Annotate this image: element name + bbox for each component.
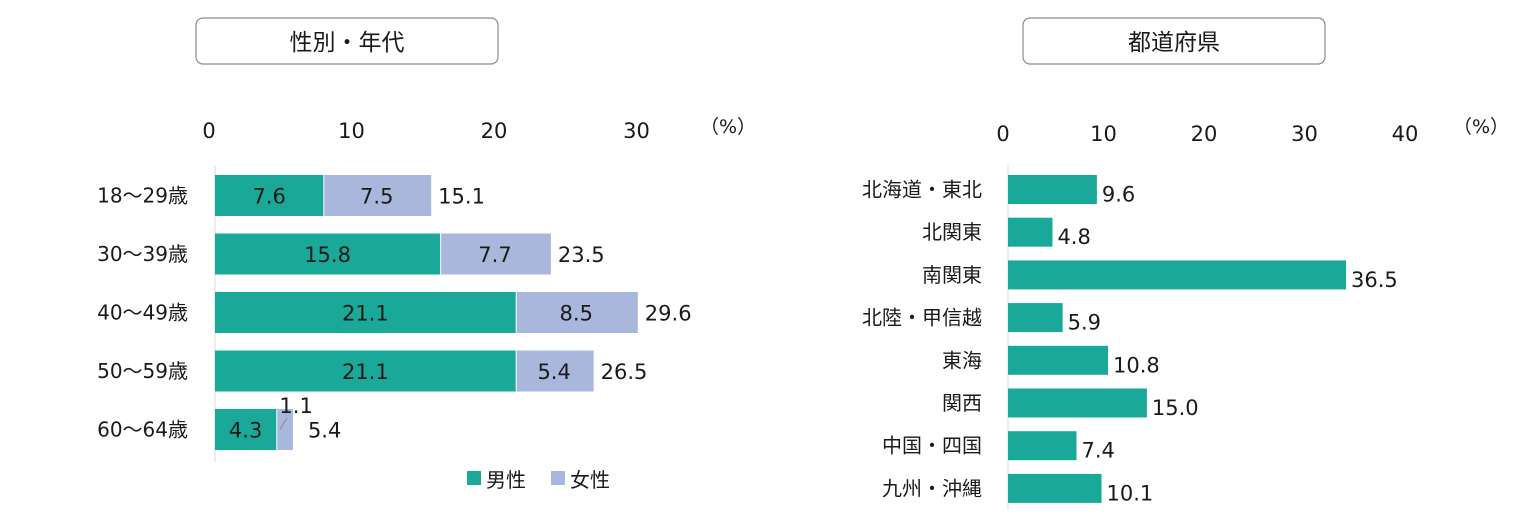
left-x-tick-label: 10 xyxy=(338,119,365,143)
right-x-tick-label: 40 xyxy=(1392,122,1419,146)
left-category-label: 18～29歳 xyxy=(97,184,188,208)
left-unit-label: （%） xyxy=(700,116,756,138)
right-category-label: 北海道・東北 xyxy=(862,178,982,202)
leader-line xyxy=(279,417,288,430)
left-x-tick-label: 0 xyxy=(202,119,215,143)
left-chart-panel: 性別・年代 （%） 0 10 20 30 18～29歳 7.6 7.5 15.1 30～39歳… xyxy=(97,17,756,492)
bar-male-label: 21.1 xyxy=(342,302,389,326)
legend: 男性 女性 xyxy=(467,468,610,492)
bar-male-label: 7.6 xyxy=(252,185,285,209)
right-x-tick-label: 10 xyxy=(1090,122,1117,146)
right-chart-title: 都道府県 xyxy=(1128,30,1220,56)
left-category-label: 50～59歳 xyxy=(97,359,188,383)
bar xyxy=(1008,473,1102,503)
right-x-tick-label: 20 xyxy=(1191,122,1218,146)
bar xyxy=(1008,217,1053,247)
bar xyxy=(1008,388,1147,418)
bar-male xyxy=(215,175,324,216)
bar xyxy=(1008,260,1346,290)
bar-male xyxy=(215,233,441,275)
bar-total-label: 29.6 xyxy=(645,302,692,326)
bar-female-label: 1.1 xyxy=(279,394,312,418)
bar-male xyxy=(215,409,277,450)
right-title-box xyxy=(1022,17,1326,65)
right-unit-label: （%） xyxy=(1453,116,1509,138)
left-category-label: 30～39歳 xyxy=(97,242,188,266)
legend-label-female: 女性 xyxy=(570,468,610,492)
legend-swatch-female xyxy=(551,471,565,485)
bar xyxy=(1008,303,1063,333)
left-category-label: 60～64歳 xyxy=(97,418,188,442)
bar-male xyxy=(215,292,516,333)
bar-value-label: 4.8 xyxy=(1057,225,1090,249)
bar xyxy=(1008,431,1077,461)
bar-male-label: 15.8 xyxy=(304,243,351,267)
bar-value-label: 36.5 xyxy=(1351,268,1398,292)
bar-male-label: 21.1 xyxy=(342,360,389,384)
left-chart-title: 性別・年代 xyxy=(290,30,405,56)
left-category-label: 40～49歳 xyxy=(97,301,188,325)
bar-female xyxy=(324,175,432,216)
bar-female-label: 8.5 xyxy=(560,302,593,326)
right-category-label: 南関東 xyxy=(922,263,982,287)
bar-total-label: 26.5 xyxy=(601,360,648,384)
bar-value-label: 10.8 xyxy=(1113,353,1160,377)
bar-male-label: 4.3 xyxy=(229,419,262,443)
bar-male xyxy=(215,350,516,392)
right-category-label: 九州・沖縄 xyxy=(882,476,982,500)
bar-value-label: 5.9 xyxy=(1068,311,1101,335)
bar-value-label: 10.1 xyxy=(1107,481,1154,505)
bar-value-label: 9.6 xyxy=(1102,183,1135,207)
bar-female xyxy=(516,292,638,333)
bar xyxy=(1008,345,1109,375)
right-category-label: 北関東 xyxy=(922,220,982,244)
legend-label-male: 男性 xyxy=(486,468,526,492)
right-x-tick-label: 30 xyxy=(1291,122,1318,146)
bar-total-label: 23.5 xyxy=(558,243,605,267)
left-title-box xyxy=(195,17,499,65)
bar-female xyxy=(277,409,293,450)
bar xyxy=(1008,175,1097,204)
right-category-label: 関西 xyxy=(942,391,982,415)
bar-value-label: 7.4 xyxy=(1082,439,1115,463)
bar-female-label: 7.5 xyxy=(360,185,393,209)
right-category-label: 中国・四国 xyxy=(882,434,982,458)
left-x-tick-label: 30 xyxy=(623,119,650,143)
right-x-tick-label: 0 xyxy=(996,122,1009,146)
bar-female-label: 7.7 xyxy=(478,243,511,267)
bar-value-label: 15.0 xyxy=(1152,396,1199,420)
bar-total-label: 5.4 xyxy=(308,419,341,443)
right-category-label: 北陸・甲信越 xyxy=(862,306,982,330)
bar-female xyxy=(516,350,594,392)
bar-female xyxy=(441,233,551,275)
legend-swatch-male xyxy=(467,471,481,485)
right-chart-panel: 都道府県 （%） 0 10 20 30 40 北海道・東北 9.6 北関東 4.8 南関東 36.… xyxy=(862,17,1509,510)
right-category-label: 東海 xyxy=(942,348,982,372)
bar-total-label: 15.1 xyxy=(438,185,485,209)
bar-female-label: 5.4 xyxy=(537,360,570,384)
left-x-tick-label: 20 xyxy=(481,119,508,143)
